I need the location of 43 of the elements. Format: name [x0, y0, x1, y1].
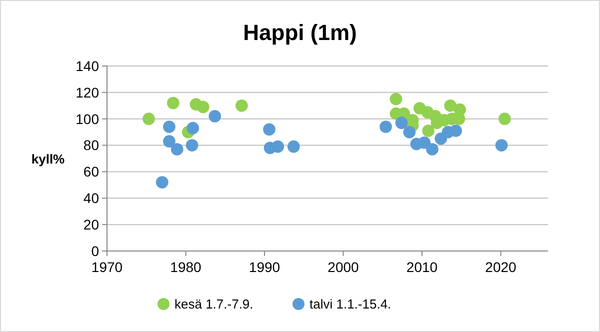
- point: [186, 139, 198, 152]
- point: [380, 120, 392, 133]
- y-tick-label: 40: [83, 190, 100, 206]
- point: [163, 120, 176, 133]
- x-tick-label: 2000: [328, 259, 360, 275]
- point: [422, 124, 434, 137]
- point: [498, 112, 511, 126]
- chart-title: Happi (1m): [243, 20, 357, 45]
- point: [235, 99, 248, 112]
- x-tick-label: 1970: [91, 259, 123, 275]
- point: [272, 140, 284, 153]
- point: [208, 110, 222, 122]
- point: [426, 143, 438, 156]
- point: [170, 143, 184, 156]
- point: [142, 112, 155, 126]
- point: [450, 124, 462, 137]
- y-tick-label: 100: [76, 110, 100, 127]
- point: [418, 136, 431, 149]
- x-tick-label: 1990: [248, 259, 280, 275]
- legend-label: talvi 1.1.-15.4.: [310, 296, 392, 312]
- point: [196, 100, 210, 114]
- point: [287, 140, 300, 153]
- point: [444, 99, 457, 112]
- point: [263, 123, 276, 136]
- point: [403, 126, 416, 138]
- y-tick-label: 120: [76, 84, 100, 100]
- point: [156, 176, 168, 188]
- point: [186, 122, 200, 134]
- point: [390, 92, 402, 106]
- x-tick-label: 1980: [170, 259, 202, 275]
- point: [495, 139, 508, 152]
- y-tick-label: 140: [76, 58, 100, 74]
- point: [163, 135, 176, 148]
- legend-label: kesä 1.7.-7.9.: [174, 296, 254, 312]
- y-tick-label: 20: [83, 216, 100, 232]
- y-axis-title: kyll%: [31, 152, 66, 166]
- y-tick-label: 80: [83, 137, 100, 154]
- y-tick-label: 60: [83, 164, 100, 180]
- y-tick-label: 0: [91, 242, 100, 259]
- point: [395, 116, 408, 129]
- point: [166, 96, 180, 110]
- x-tick-label: 2020: [485, 259, 517, 275]
- x-tick-label: 2010: [406, 259, 438, 275]
